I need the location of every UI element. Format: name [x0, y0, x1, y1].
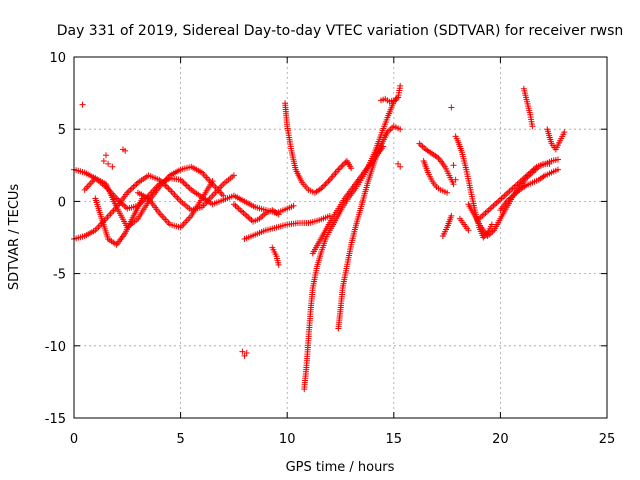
data-point — [209, 178, 216, 185]
data-point — [220, 192, 227, 199]
data-point — [448, 104, 455, 111]
series-track-l — [378, 82, 404, 105]
data-point — [275, 261, 282, 268]
series-track-h — [282, 100, 355, 196]
data-point — [122, 147, 129, 154]
y-tick-label: -15 — [45, 412, 66, 427]
x-tick-labels: 0 5 10 15 20 25 — [70, 432, 615, 447]
x-tick-label: 25 — [599, 432, 616, 447]
series-track-m — [416, 140, 457, 188]
data-point — [561, 129, 568, 136]
series-track-n — [420, 157, 451, 196]
data-point — [546, 160, 553, 167]
data-point — [397, 126, 404, 133]
series-track-v — [456, 215, 472, 234]
series-track-d — [92, 195, 146, 248]
series-track-r — [497, 166, 561, 214]
data-point — [488, 221, 495, 228]
data-point — [318, 185, 325, 192]
data-point — [339, 162, 346, 169]
data-point — [239, 348, 246, 355]
data-point — [554, 156, 561, 163]
data-point — [341, 160, 348, 167]
data-point — [319, 183, 326, 190]
data-point — [397, 163, 404, 170]
data-point — [290, 202, 297, 209]
data-point — [529, 123, 536, 130]
series-track-e — [134, 178, 216, 231]
x-tick-label: 5 — [176, 432, 184, 447]
data-point — [450, 181, 457, 188]
series-track-u — [439, 212, 455, 240]
data-point — [325, 178, 332, 185]
y-axis-label: SDTVAR / TECUs — [7, 184, 22, 291]
grid-lines — [74, 57, 607, 418]
x-tick-label: 10 — [279, 432, 296, 447]
y-tick-label: 10 — [49, 51, 66, 66]
x-axis-label: GPS time / hours — [286, 460, 395, 475]
chart-title: Day 331 of 2019, Sidereal Day-to-day VTE… — [57, 23, 624, 39]
y-tick-label: -5 — [53, 268, 66, 283]
series-track-f — [241, 212, 333, 242]
data-point — [338, 163, 345, 170]
data-point — [348, 165, 355, 172]
series-track-s — [520, 85, 536, 130]
data-point — [230, 172, 237, 179]
data-point — [109, 163, 116, 170]
data-point — [102, 152, 109, 159]
data-point — [321, 182, 328, 189]
data-point — [452, 176, 459, 183]
data-point — [336, 165, 343, 172]
data-point — [243, 350, 250, 357]
y-tick-label: 0 — [58, 195, 66, 210]
data-point — [480, 234, 487, 241]
data-point — [448, 212, 455, 219]
data-markers — [71, 82, 568, 393]
data-point — [100, 157, 107, 164]
series-track-b — [71, 172, 237, 242]
x-tick-label: 15 — [386, 432, 403, 447]
data-point — [322, 181, 329, 188]
data-point — [465, 227, 472, 234]
plot-frame — [73, 56, 608, 419]
series-track-g — [230, 201, 282, 225]
series-track-t — [544, 126, 568, 153]
data-point — [105, 160, 112, 167]
data-point — [554, 166, 561, 173]
x-tick-label: 20 — [492, 432, 509, 447]
data-point — [450, 162, 457, 169]
data-point — [275, 211, 282, 218]
data-point — [397, 82, 404, 89]
data-point — [79, 101, 86, 108]
y-tick-labels: -15 -10 -5 0 5 10 — [45, 51, 66, 427]
data-point — [323, 179, 330, 186]
data-point — [444, 189, 451, 196]
y-tick-label: -10 — [45, 340, 66, 355]
series-track-j — [335, 123, 404, 332]
series-track-w — [269, 244, 282, 268]
series-track-x — [79, 101, 459, 359]
series-track-q — [476, 160, 553, 222]
x-tick-label: 0 — [70, 432, 78, 447]
series-track-k — [309, 143, 387, 257]
y-tick-label: 5 — [58, 123, 66, 138]
data-point — [380, 143, 387, 150]
data-point — [335, 166, 342, 173]
